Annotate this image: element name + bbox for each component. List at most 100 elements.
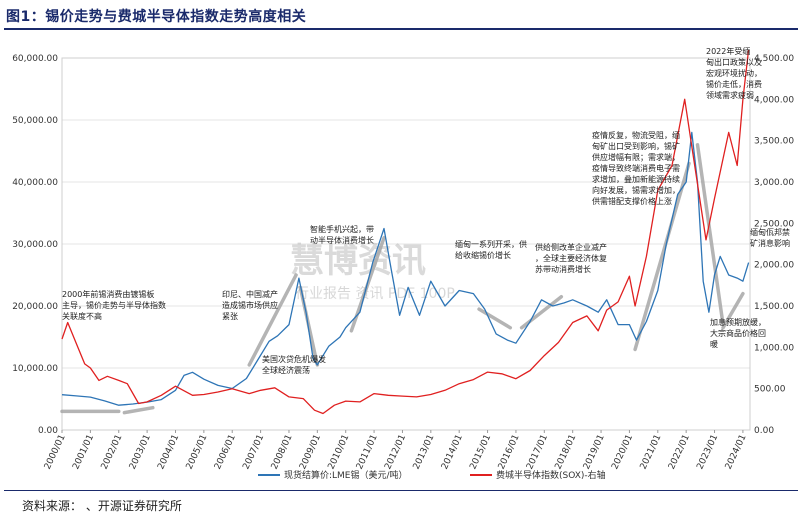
x-tick-label: 2006/01 [213,433,238,471]
annotation-5: 缅甸一系列开采，供给收缩锡价增长 [455,239,527,260]
annotation-1: 2000年前锡消费由镀锡板主导，锡价走势与半导体指数关联度不高 [62,289,166,321]
x-tick-label: 2001/01 [71,433,96,471]
annotation-8: 2022年受缅甸出口政策以及宏观环境扰动，锡价走低，消费领域需求疲弱 [706,46,762,100]
x-tick-label: 2005/01 [185,433,210,471]
y-right-tick-label: 4,500.00 [754,54,794,64]
annotation-line: 锡价走低，消费 [706,79,762,89]
annotation-line: 向好发展，锡需求增加， [592,185,680,195]
annotation-line: 缅甸佤邦禁 [750,227,790,237]
chart-title: 图1：锡价走势与费城半导体指数走势高度相关 [6,9,307,25]
x-tick-label: 2008/01 [270,433,295,471]
x-tick-label: 2016/01 [497,433,522,471]
x-tick-label: 2018/01 [554,433,579,471]
y-right-tick-label: 2,500.00 [754,219,794,229]
annotation-line: 美国次贷危机爆发 [262,354,326,364]
annotation-4: 智能手机兴起，带动半导体消费增长 [310,224,374,245]
y-left-tick-label: 30,000.00 [12,240,58,250]
annotation-line: ，全球主要经济体复 [535,253,607,263]
trend-arrow [695,143,725,327]
x-tick-label: 2009/01 [298,433,323,471]
y-right-tick-label: 4,000.00 [754,95,794,105]
annotation-line: 智能手机兴起，带 [310,224,374,234]
annotation-line: 紧张 [222,312,238,321]
watermark: 慧博资讯 行业报告 资讯 PDF 100P [290,241,455,302]
y-left-tick-label: 40,000.00 [12,178,58,188]
trend-arrows [60,143,745,415]
source-note: 资料来源： 、开源证券研究所 [22,499,182,513]
x-tick-label: 2007/01 [241,433,266,471]
annotation-line: 全球经济震荡 [262,365,310,375]
x-tick-label: 2011/01 [355,433,380,471]
y-right-tick-label: 1,000.00 [754,343,794,353]
watermark-main: 慧博资讯 [290,241,426,281]
annotation-line: 主导，锡价走势与半导体指数 [62,300,166,310]
annotation-line: 供应增幅有限；需求端， [592,152,680,162]
plot-frame [61,57,751,431]
source-rule [4,490,798,491]
title-rule [4,28,798,30]
trend-arrow [122,405,155,415]
annotation-2: 印尼、中国减产造成锡市场供应紧张 [222,289,278,321]
y-right-tick-label: 2,000.00 [754,261,794,271]
annotation-line: 造成锡市场供应 [222,300,278,310]
y-left-tick-label: 20,000.00 [12,302,58,312]
annotation-line: 动半导体消费增长 [310,235,374,245]
annotation-line: 疫情导致终端消费电子需 [592,163,680,173]
x-tick-label: 2015/01 [468,433,493,471]
annotation-line: 甸矿出口受到影响，锡矿 [592,141,680,151]
x-tick-label: 2000/01 [43,433,68,471]
x-tick-label: 2010/01 [327,433,352,471]
y-left-tick-label: 60,000.00 [12,54,58,64]
series-lines [61,49,750,415]
annotation-line: 给收缩锡价增长 [455,250,511,260]
y-left-tick-label: 50,000.00 [12,116,58,126]
annotation-line: 缅甸一系列开采，供 [455,239,527,249]
series-line-lme-tin [61,131,750,406]
annotation-line: 甸出口政策以及 [706,57,762,67]
annotation-line: 苏带动消费增长 [535,264,591,274]
annotation-line: 求增加，叠加新能源持续 [592,174,680,184]
x-tick-label: 2024/01 [724,433,749,471]
annotation-line: 疫情反复，物流受阻，缅 [592,130,680,140]
y-right-tick-label: 3,500.00 [754,137,794,147]
series-line-sox [61,49,750,415]
x-tick-label: 2019/01 [582,433,607,471]
annotation-6: 供给侧改革企业减产，全球主要经济体复苏带动消费增长 [535,242,607,274]
annotation-line: 供需错配支撑价格上涨 [592,196,672,206]
y-right-tick-label: 3,000.00 [754,178,794,188]
annotation-10: 缅甸佤邦禁矿消息影响 [750,227,790,248]
annotation-line: 领域需求疲弱 [706,90,754,100]
y-right-tick-label: 1,500.00 [754,302,794,312]
x-tick-label: 2003/01 [128,433,153,471]
x-tick-label: 2002/01 [100,433,125,471]
y-right-tick-label: 0.00 [754,426,774,436]
y-left-tick-label: 0.00 [38,426,58,436]
x-tick-label: 2022/01 [667,433,692,471]
x-tick-label: 2023/01 [695,433,720,471]
trend-arrow [477,307,513,330]
annotation-line: 供给侧改革企业减产 [535,242,607,252]
x-tick-label: 2012/01 [383,433,408,471]
trend-arrow [247,273,298,367]
annotation-line: 矿消息影响 [750,238,790,248]
x-tick-label: 2014/01 [440,433,465,471]
legend-label-lme: 现货结算价:LME锡（美元/吨） [284,469,408,481]
trend-arrow [519,294,564,330]
watermark-sub: 行业报告 资讯 PDF 100P [295,286,455,302]
annotation-line: 加息预期放缓， [710,317,766,327]
legend: 现货结算价:LME锡（美元/吨） 费城半导体指数(SOX)-右轴 [258,469,606,481]
legend-label-sox: 费城半导体指数(SOX)-右轴 [496,469,606,481]
annotation-line: 印尼、中国减产 [222,289,278,299]
annotation-line: 暖 [710,340,718,349]
x-tick-label: 2020/01 [610,433,635,471]
annotation-line: 2022年受缅 [706,46,750,56]
annotation-9: 加息预期放缓，大宗商品价格回暖 [710,317,766,349]
x-tick-label: 2004/01 [156,433,181,471]
trend-arrow [721,291,745,330]
annotation-line: 大宗商品价格回 [710,328,766,338]
x-tick-label: 2013/01 [412,433,437,471]
x-tick-label: 2017/01 [525,433,550,471]
annotation-line: 关联度不高 [62,311,102,321]
annotation-line: 2000年前锡消费由镀锡板 [62,289,154,299]
